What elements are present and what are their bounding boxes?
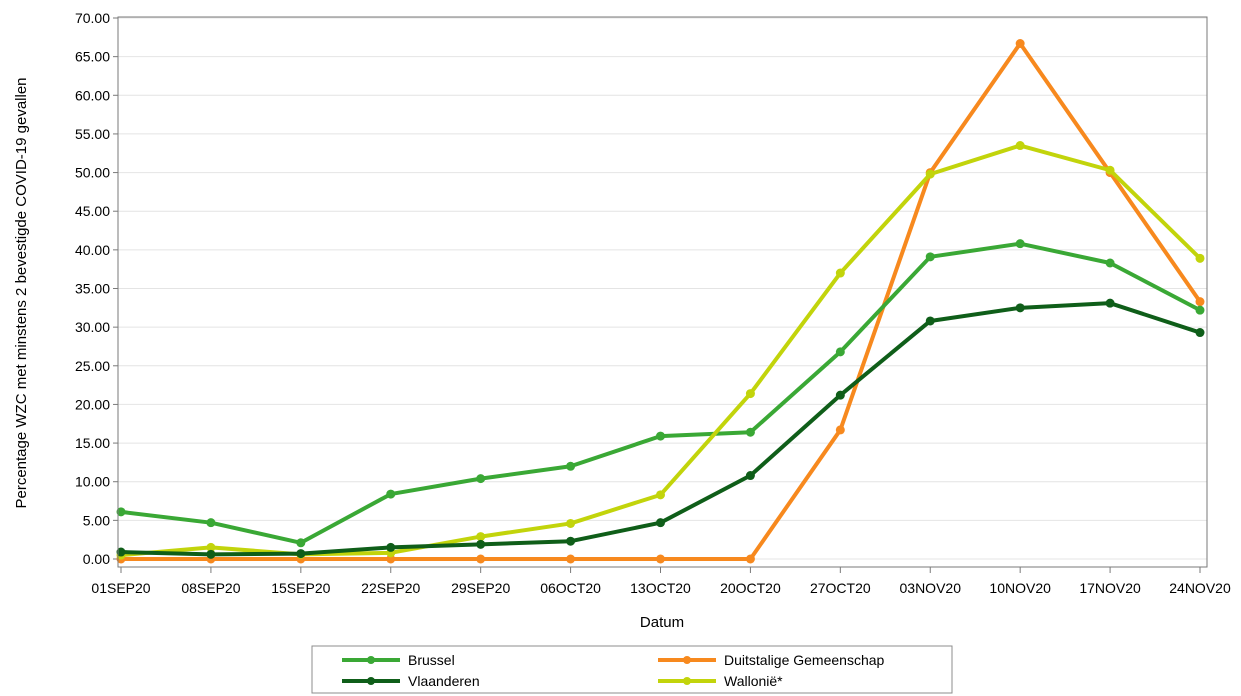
legend-swatch-marker (367, 656, 375, 664)
x-tick-label: 17NOV20 (1079, 580, 1141, 596)
data-point (1195, 328, 1205, 338)
y-tick-label: 5.00 (83, 512, 110, 528)
y-tick-label: 55.00 (75, 126, 110, 142)
series-0 (116, 239, 1205, 548)
x-axis-title: Datum (640, 614, 684, 631)
legend-label: Duitstalige Gemeenschap (724, 652, 885, 668)
series-group (116, 39, 1205, 564)
legend-swatch-marker (367, 677, 375, 685)
data-point (835, 268, 845, 278)
data-point (566, 461, 576, 471)
y-axis-title: Percentage WZC met minstens 2 bevestigde… (13, 77, 30, 508)
data-point (656, 518, 665, 528)
data-point (1015, 141, 1025, 151)
data-point (925, 252, 935, 262)
data-point (1015, 303, 1025, 313)
data-point (476, 532, 486, 542)
y-axis: 0.00 5.00 10.00 15.00 20.00 25.00 30.00 35.00 40… (75, 10, 118, 567)
data-point (476, 554, 486, 564)
data-point (386, 489, 396, 499)
y-tick-label: 30.00 (75, 319, 110, 335)
data-point (386, 542, 396, 552)
x-tick-label: 10NOV20 (989, 580, 1051, 596)
y-tick-label: 65.00 (75, 49, 110, 65)
data-point (1105, 165, 1115, 175)
data-point (566, 554, 576, 564)
data-point (476, 474, 486, 484)
data-point (206, 549, 216, 559)
legend-label: Brussel (408, 652, 455, 668)
y-tick-label: 60.00 (75, 87, 110, 103)
data-point (656, 554, 665, 564)
data-point (745, 471, 755, 481)
legend-swatch-marker (683, 656, 691, 664)
y-tick-label: 15.00 (75, 435, 110, 451)
data-point (1105, 258, 1115, 268)
grid-lines (118, 17, 1207, 560)
data-point (835, 347, 845, 357)
legend: Brussel Duitstalige Gemeenschap Vlaanderen… (311, 645, 953, 694)
y-tick-label: 35.00 (75, 281, 110, 297)
data-point (206, 542, 216, 552)
y-tick-label: 40.00 (75, 242, 110, 258)
data-point (566, 518, 576, 528)
legend-label: Vlaanderen (408, 673, 480, 689)
data-point (1015, 239, 1025, 249)
data-point (835, 390, 845, 400)
y-tick-label: 25.00 (75, 358, 110, 374)
x-tick-label: 08SEP20 (181, 580, 240, 596)
data-point (1195, 253, 1205, 263)
data-point (296, 538, 306, 548)
legend-items: Brussel Duitstalige Gemeenschap Vlaanderen… (342, 652, 885, 689)
y-tick-label: 0.00 (83, 551, 110, 567)
legend-label: Wallonië* (724, 673, 783, 689)
y-tick-label: 45.00 (75, 203, 110, 219)
data-point (656, 431, 665, 441)
x-tick-label: 27OCT20 (810, 580, 871, 596)
data-point (116, 507, 126, 517)
y-tick-label: 10.00 (75, 474, 110, 490)
data-point (925, 169, 935, 179)
y-tick-label: 20.00 (75, 396, 110, 412)
x-tick-label: 06OCT20 (540, 580, 601, 596)
x-tick-label: 29SEP20 (451, 580, 510, 596)
data-point (745, 427, 755, 437)
legend-box (311, 645, 953, 694)
x-tick-label: 22SEP20 (361, 580, 420, 596)
x-tick-label: 20OCT20 (720, 580, 781, 596)
data-point (745, 389, 755, 399)
data-point (476, 539, 486, 549)
x-axis: 01SEP20 08SEP20 15SEP20 22SEP20 29SEP20 06OCT… (91, 567, 1231, 596)
x-tick-label: 01SEP20 (91, 580, 150, 596)
x-tick-label: 24NOV20 (1169, 580, 1231, 596)
y-tick-label: 50.00 (75, 165, 110, 181)
y-tick-label: 70.00 (75, 10, 110, 26)
data-point (925, 316, 935, 326)
data-point (835, 425, 845, 435)
data-point (386, 554, 396, 564)
x-tick-label: 15SEP20 (271, 580, 330, 596)
data-point (566, 536, 576, 546)
data-point (296, 549, 306, 559)
data-point (116, 547, 126, 557)
data-point (745, 554, 755, 564)
data-point (1195, 297, 1205, 307)
data-point (206, 518, 216, 528)
x-tick-label: 13OCT20 (630, 580, 691, 596)
plot-frame (117, 16, 1208, 568)
data-point (1015, 39, 1025, 49)
data-point (1195, 305, 1205, 315)
legend-swatch-marker (683, 677, 691, 685)
series-2 (116, 298, 1205, 559)
data-point (656, 490, 665, 500)
data-point (1105, 298, 1115, 308)
plot-background (118, 17, 1207, 567)
x-tick-label: 03NOV20 (900, 580, 962, 596)
